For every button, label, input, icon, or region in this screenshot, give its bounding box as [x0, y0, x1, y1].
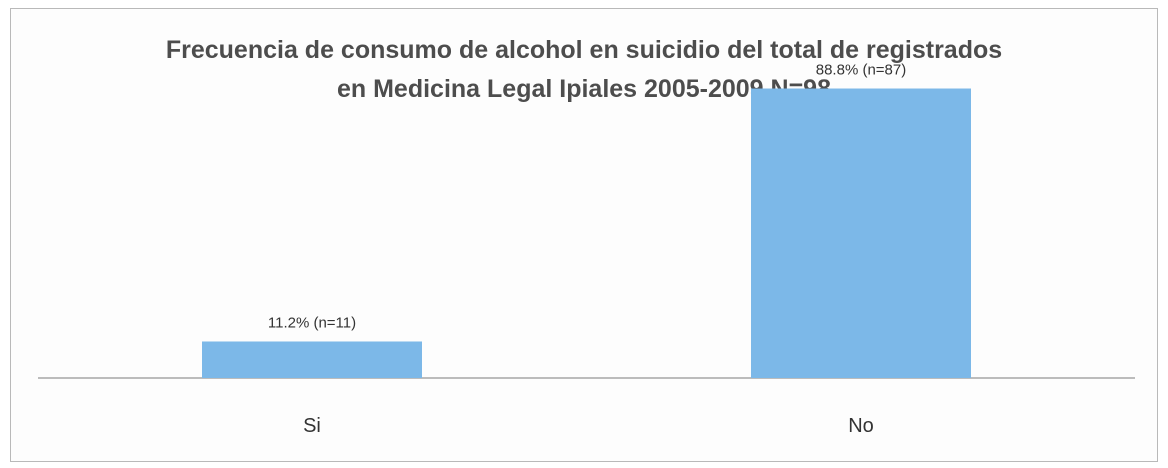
- bars-group: 11.2% (n=11) Si 88.8% (n=87) No: [202, 62, 971, 437]
- data-label-si: 11.2% (n=11): [268, 314, 356, 331]
- chart-title-line-1: Frecuencia de consumo de alcohol en suic…: [166, 36, 1002, 64]
- bar-no: [751, 88, 971, 379]
- category-label-si: Si: [303, 415, 321, 437]
- chart-title-line-2: en Medicina Legal Ipiales 2005-2009 N=98: [337, 75, 831, 103]
- bar-si: [202, 341, 422, 378]
- category-label-no: No: [848, 415, 874, 437]
- data-label-no: 88.8% (n=87): [816, 62, 906, 79]
